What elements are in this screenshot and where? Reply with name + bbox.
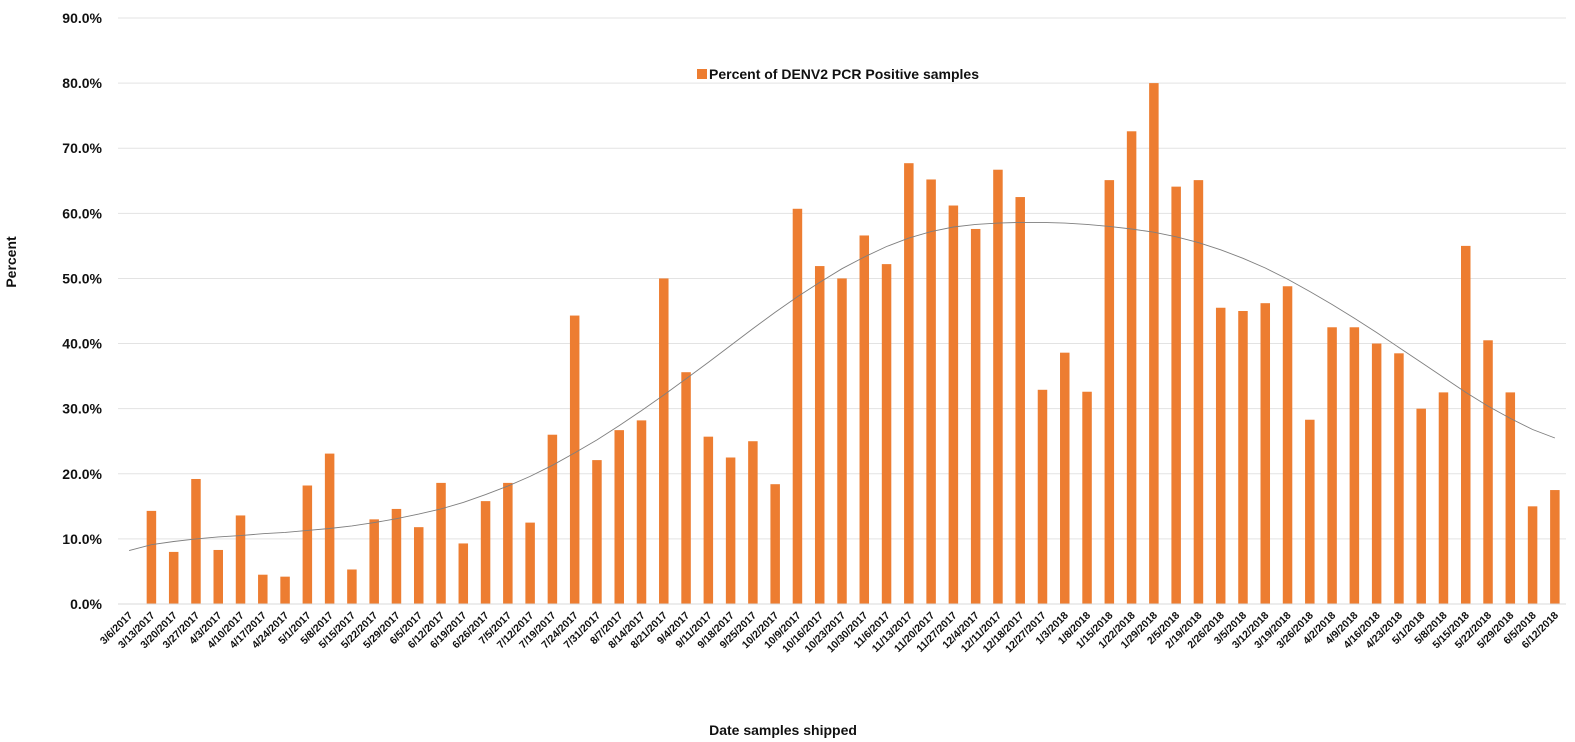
bar (369, 519, 379, 604)
bar (1104, 180, 1115, 605)
bar (1171, 186, 1181, 605)
y-tick-label: 70.0% (62, 140, 102, 156)
bar (302, 485, 313, 604)
bar (1483, 340, 1493, 604)
bar (614, 430, 624, 604)
bar (1327, 327, 1337, 604)
legend-swatch (697, 69, 707, 79)
x-axis-title: Date samples shipped (709, 722, 857, 738)
y-tick-label: 30.0% (62, 401, 102, 417)
bar (792, 208, 803, 604)
bar (235, 515, 246, 604)
bar (970, 228, 981, 604)
bar (1371, 343, 1382, 604)
y-tick-label: 50.0% (62, 270, 102, 286)
bar (770, 484, 780, 604)
bar (191, 478, 201, 604)
bar (258, 574, 268, 604)
bar (904, 163, 914, 604)
bar (436, 482, 446, 604)
bar (1149, 83, 1159, 605)
y-tick-labels: 0.0% 10.0% 20.0% 30.0% 40.0% 50.0% 60.0% 70.0% 8… (62, 10, 102, 612)
bar (1394, 353, 1404, 604)
bar (1260, 303, 1271, 604)
legend: Percent of DENV2 PCR Positive samples (697, 66, 979, 82)
bar (525, 522, 535, 604)
bar (1037, 389, 1048, 604)
bar (859, 235, 870, 604)
bar (146, 510, 157, 604)
bar (703, 436, 714, 604)
bar (1438, 392, 1449, 604)
bar (659, 278, 669, 604)
bar (1193, 180, 1204, 605)
bar (1305, 419, 1315, 604)
bar (881, 264, 892, 604)
bar (1550, 490, 1560, 604)
bar (213, 549, 223, 604)
y-tick-label: 60.0% (62, 205, 102, 221)
bar (993, 169, 1003, 604)
bar (1060, 352, 1070, 604)
legend-label: Percent of DENV2 PCR Positive samples (709, 66, 979, 82)
bar (592, 460, 602, 604)
bar (480, 501, 491, 604)
y-tick-label: 40.0% (62, 336, 102, 352)
trendline (128, 221, 1556, 552)
bar (814, 266, 825, 604)
bar (1082, 391, 1092, 604)
bar (547, 434, 558, 604)
bar (1126, 131, 1137, 604)
y-tick-label: 80.0% (62, 75, 102, 91)
bar (503, 482, 513, 604)
bar (458, 543, 469, 604)
bar (1461, 245, 1471, 604)
bar (636, 420, 647, 604)
bar (1282, 286, 1293, 604)
bar (1215, 307, 1226, 604)
bar (926, 179, 936, 604)
bar (569, 315, 580, 604)
y-tick-label: 90.0% (62, 10, 102, 26)
y-axis-title: Percent (3, 236, 19, 288)
bar (1416, 408, 1426, 604)
bar (948, 205, 959, 604)
y-tick-label: 20.0% (62, 466, 102, 482)
bar (1527, 506, 1538, 604)
bar (347, 569, 357, 604)
bar (725, 457, 736, 604)
bars (146, 83, 1560, 605)
bar (413, 527, 424, 604)
bar (280, 576, 290, 604)
bar (1015, 197, 1025, 605)
y-tick-label: 10.0% (62, 531, 102, 547)
x-tick-labels: 3/6/20173/13/20173/20/20173/27/20174/3/2… (98, 610, 1561, 656)
bar (391, 508, 402, 604)
bar (1238, 311, 1248, 604)
bar (1349, 327, 1360, 604)
bar (168, 551, 179, 604)
bar (837, 278, 847, 604)
bar (1505, 392, 1516, 604)
bar (681, 372, 691, 604)
y-tick-label: 0.0% (70, 596, 102, 612)
bar (748, 441, 758, 604)
